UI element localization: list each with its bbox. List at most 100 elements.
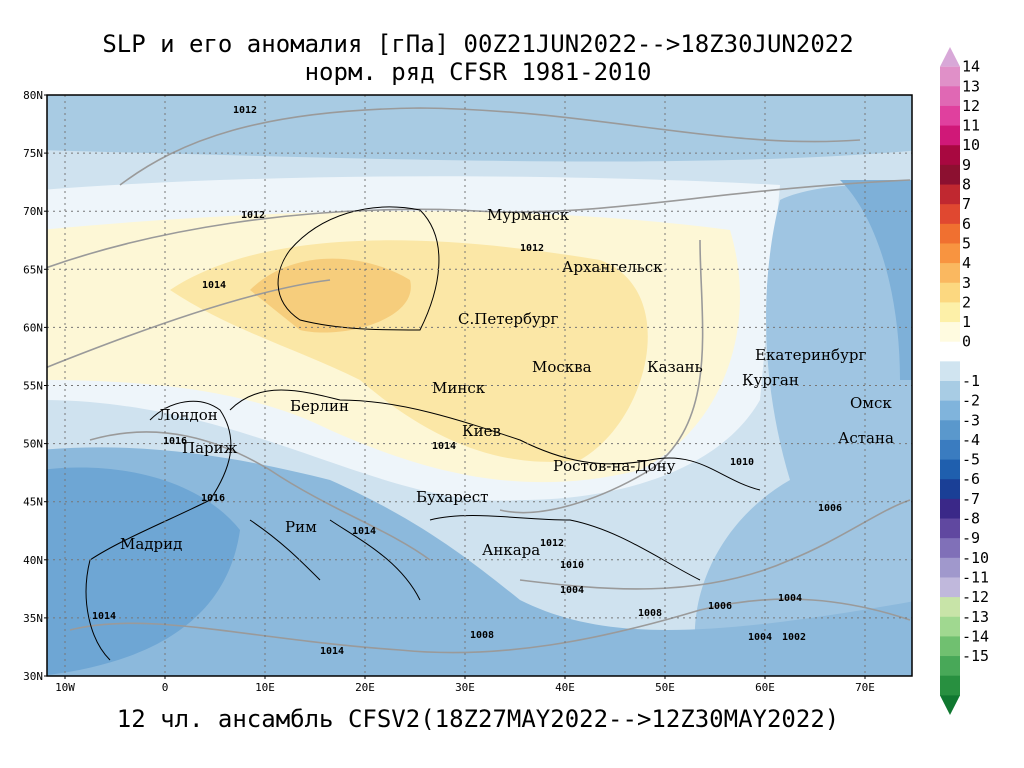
city-label: Мурманск — [487, 206, 570, 224]
colorbar-swatch — [940, 538, 960, 559]
isobar-label: 1016 — [163, 436, 187, 447]
colorbar-swatch — [940, 223, 960, 244]
colorbar-swatch — [940, 381, 960, 402]
city-label: Киев — [462, 422, 501, 440]
colorbar-label: 5 — [962, 234, 971, 252]
isobar-label: 1012 — [233, 105, 257, 116]
colorbar-swatch — [940, 616, 960, 637]
isobar-label: 1004 — [748, 632, 772, 643]
lat-label: 75N — [23, 147, 43, 160]
colorbar-label: 4 — [962, 254, 971, 272]
colorbar-label: 10 — [962, 136, 980, 154]
colorbar-label: 1 — [962, 313, 971, 331]
isobar-labels: 1012 1012 1014 1012 1016 1014 1016 1014 … — [92, 105, 842, 657]
city-label: Екатеринбург — [755, 346, 866, 364]
lon-label: 50E — [655, 681, 675, 694]
colorbar-swatch — [940, 557, 960, 578]
colorbar-label: 6 — [962, 215, 971, 233]
colorbar-swatch — [940, 341, 960, 362]
colorbar-label: -11 — [962, 568, 989, 586]
city-label: Москва — [532, 358, 592, 376]
colorbar-swatch — [940, 105, 960, 127]
colorbar-swatch — [940, 498, 960, 520]
isobar-label: 1004 — [778, 593, 802, 604]
city-label: Мадрид — [120, 535, 182, 553]
colorbar-swatch — [940, 400, 960, 421]
colorbar-label: 13 — [962, 77, 980, 95]
colorbar-label: -8 — [962, 510, 980, 528]
lon-label: 60E — [755, 681, 775, 694]
isobar-label: 1006 — [708, 601, 732, 612]
lat-label: 35N — [23, 612, 43, 625]
city-label: С.Петербург — [458, 310, 558, 328]
isobar-label: 1008 — [470, 630, 494, 641]
colorbar-label: -7 — [962, 490, 980, 508]
isobar-label: 1006 — [818, 503, 842, 514]
isobar-label: 1008 — [638, 608, 662, 619]
cities: Мурманск Архангельск С.Петербург Москва … — [120, 206, 894, 559]
colorbar-label: -9 — [962, 529, 980, 547]
city-label: Берлин — [290, 397, 349, 415]
subtitle: норм. ряд CFSR 1981-2010 — [305, 58, 652, 86]
colorbar-swatch — [940, 184, 960, 205]
isobar-label: 1012 — [520, 243, 544, 254]
colorbar-swatch — [940, 282, 960, 303]
colorbar-label: -13 — [962, 608, 989, 626]
city-label: Курган — [742, 371, 799, 389]
colorbar-label: -5 — [962, 451, 980, 469]
isobar-label: 1010 — [730, 457, 754, 468]
isobar-label: 1014 — [92, 611, 116, 622]
lat-label: 55N — [23, 380, 43, 393]
colorbar-swatch — [940, 675, 960, 696]
footer: 12 чл. ансамбль CFSV2(18Z27MAY2022-->12Z… — [117, 705, 839, 733]
colorbar: 14131211109876543210-1-2-3-4-5-6-7-8-9-1… — [940, 47, 989, 715]
lat-label: 40N — [23, 554, 43, 567]
colorbar-swatch — [940, 86, 960, 107]
lon-label: 30E — [455, 681, 475, 694]
colorbar-swatch — [940, 656, 960, 677]
city-label: Лондон — [158, 406, 218, 424]
colorbar-swatch — [940, 204, 960, 225]
lat-label: 65N — [23, 263, 43, 276]
colorbar-swatch — [940, 125, 960, 146]
colorbar-label: 7 — [962, 195, 971, 213]
city-label: Ростов-на-Дону — [553, 457, 676, 475]
colorbar-swatch — [940, 459, 960, 480]
axes: 80N 75N 70N 65N 60N 55N 50N 45N 40N 35N 30N 10W 0 10E… — [23, 89, 875, 694]
colorbar-label: -4 — [962, 431, 980, 449]
colorbar-label: 12 — [962, 97, 980, 115]
colorbar-swatch — [940, 66, 960, 87]
city-label: Архангельск — [562, 258, 663, 276]
colorbar-label: -10 — [962, 549, 989, 567]
isobar-label: 1010 — [560, 560, 584, 571]
colorbar-swatch — [940, 361, 960, 382]
colorbar-label: -3 — [962, 411, 980, 429]
lat-label: 70N — [23, 205, 43, 218]
colorbar-label: -15 — [962, 647, 989, 665]
colorbar-label: 0 — [962, 333, 971, 351]
colorbar-label: -12 — [962, 588, 989, 606]
colorbar-label: 11 — [962, 117, 980, 135]
lat-label: 45N — [23, 496, 43, 509]
colorbar-swatch — [940, 420, 960, 441]
lon-label: 20E — [355, 681, 375, 694]
colorbar-label: 2 — [962, 293, 971, 311]
colorbar-swatch — [940, 577, 960, 598]
lat-label: 60N — [23, 321, 43, 334]
colorbar-label: -6 — [962, 470, 980, 488]
isobar-label: 1014 — [432, 441, 456, 452]
lat-label: 30N — [23, 670, 43, 683]
colorbar-swatch — [940, 322, 960, 343]
colorbar-label: 8 — [962, 176, 971, 194]
colorbar-label: 14 — [962, 58, 980, 76]
colorbar-swatch — [940, 597, 960, 618]
colorbar-swatch — [940, 518, 960, 539]
isobar-label: 1016 — [201, 493, 225, 504]
city-label: Париж — [182, 439, 238, 457]
isobar-label: 1014 — [320, 646, 344, 657]
lon-label: 70E — [855, 681, 875, 694]
lon-label: 10E — [255, 681, 275, 694]
lon-label: 0 — [162, 681, 169, 694]
isobar-label: 1002 — [782, 632, 806, 643]
